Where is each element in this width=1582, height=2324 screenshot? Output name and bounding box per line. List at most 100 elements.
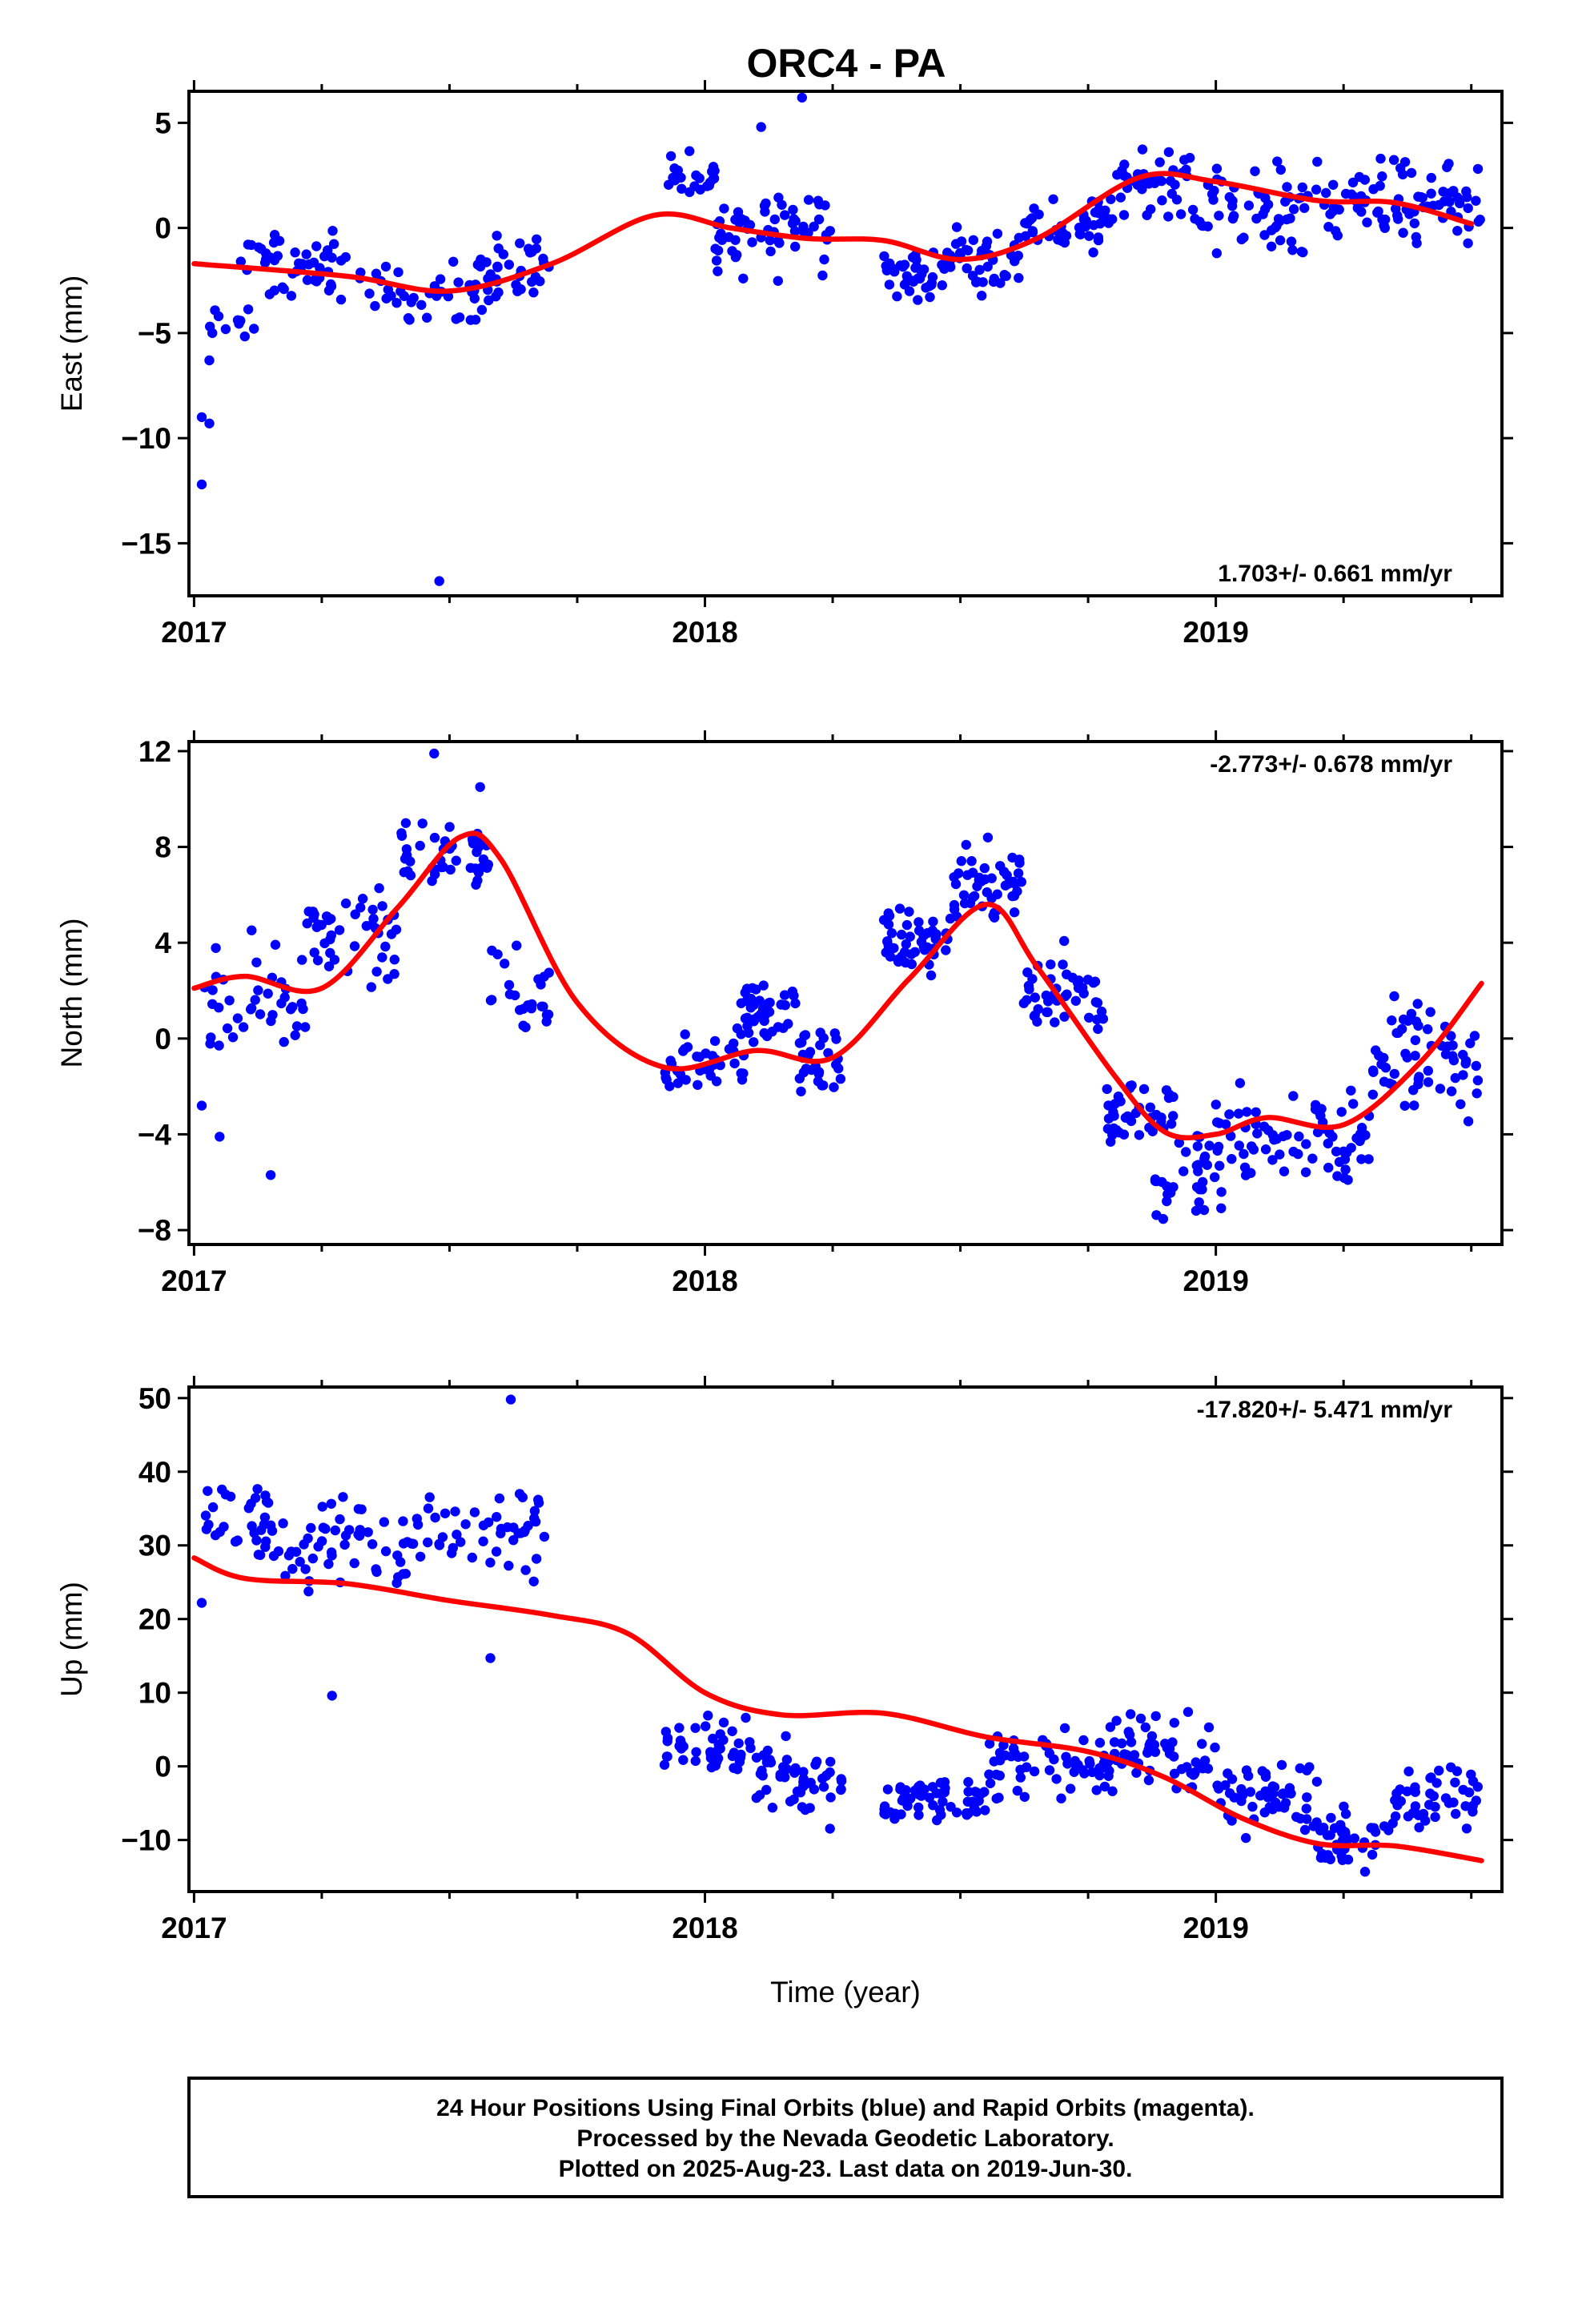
data-point: [709, 1035, 721, 1047]
data-point: [430, 1512, 440, 1523]
data-point: [294, 258, 304, 268]
data-point: [1414, 1822, 1424, 1833]
data-point: [247, 1521, 257, 1531]
data-point: [1452, 226, 1463, 236]
data-point: [1410, 1035, 1421, 1046]
data-point: [406, 297, 416, 308]
data-point: [820, 200, 830, 211]
data-point: [798, 1774, 809, 1784]
data-point: [1236, 234, 1247, 245]
data-point: [1472, 163, 1484, 175]
data-point: [1190, 1767, 1200, 1778]
data-point: [374, 883, 384, 894]
data-point: [685, 146, 695, 156]
data-point: [1285, 213, 1295, 223]
data-point: [1043, 996, 1054, 1007]
data-point: [1167, 1737, 1178, 1747]
data-point: [1106, 194, 1116, 204]
data-point: [742, 1012, 753, 1023]
data-point: [1339, 1801, 1349, 1811]
data-point: [1210, 1172, 1220, 1183]
data-point: [1311, 1776, 1323, 1787]
data-point: [1403, 1766, 1414, 1777]
data-point: [1331, 1146, 1342, 1157]
data-point: [320, 1523, 331, 1534]
data-point: [825, 1823, 835, 1834]
data-point: [736, 998, 746, 1008]
data-point: [383, 974, 393, 984]
y-axis-label: Up (mm): [55, 1582, 88, 1697]
data-point: [879, 1808, 889, 1819]
data-point: [781, 1755, 793, 1765]
data-point: [1116, 1738, 1127, 1749]
data-point: [299, 1539, 309, 1550]
data-point: [829, 1082, 839, 1092]
data-point: [785, 1796, 796, 1807]
data-point: [1267, 1155, 1278, 1165]
data-point: [754, 995, 765, 1006]
data-point: [885, 258, 895, 269]
data-point: [326, 279, 336, 290]
data-point: [913, 925, 925, 936]
data-point: [1138, 1084, 1150, 1095]
data-point: [961, 839, 972, 850]
data-point: [371, 268, 382, 279]
data-point: [1093, 1023, 1103, 1035]
data-point: [1298, 247, 1308, 258]
data-point: [1426, 188, 1436, 199]
data-point: [1118, 210, 1130, 220]
data-point: [968, 235, 979, 245]
data-point: [238, 1022, 249, 1032]
data-point: [1226, 1131, 1236, 1141]
y-tick-label: −10: [121, 1824, 171, 1857]
data-point: [1435, 1084, 1446, 1094]
data-point: [1389, 991, 1399, 1002]
data-point: [1463, 1116, 1474, 1127]
data-point: [1105, 1722, 1116, 1732]
data-point: [1046, 959, 1056, 970]
data-point: [222, 1023, 233, 1034]
data-point: [472, 846, 482, 858]
data-point: [1234, 1140, 1245, 1151]
data-point: [773, 275, 783, 286]
data-point: [1423, 1024, 1433, 1035]
data-point: [758, 980, 769, 991]
data-point: [1251, 1107, 1261, 1118]
data-point: [913, 1782, 924, 1792]
data-point: [1440, 1793, 1452, 1803]
data-point: [1278, 1788, 1288, 1799]
data-point: [1029, 1766, 1040, 1777]
data-point: [303, 1586, 314, 1597]
data-point: [951, 1807, 962, 1818]
data-point: [928, 1800, 938, 1811]
data-point: [393, 267, 404, 278]
data-point: [989, 273, 1000, 284]
data-point: [1383, 1825, 1394, 1835]
data-point: [1143, 1775, 1154, 1786]
data-point: [435, 274, 446, 284]
data-point: [1220, 1119, 1231, 1130]
data-point: [396, 828, 407, 838]
data-point: [225, 1491, 236, 1502]
data-point: [991, 1769, 1002, 1780]
data-point: [301, 249, 311, 259]
data-point: [1168, 1111, 1178, 1121]
data-point: [1087, 1767, 1098, 1778]
data-point: [701, 1721, 711, 1731]
data-point: [1210, 1742, 1220, 1753]
data-point: [243, 239, 254, 250]
data-point: [1059, 1011, 1070, 1022]
data-point: [718, 1735, 729, 1745]
y-tick-label: 4: [155, 927, 171, 959]
data-point: [806, 1064, 817, 1076]
data-point: [1260, 1144, 1271, 1155]
footer-line-1: 24 Hour Positions Using Final Orbits (bl…: [436, 2095, 1255, 2121]
data-point: [543, 1009, 554, 1020]
data-point: [371, 1566, 382, 1578]
data-point: [423, 1503, 434, 1514]
data-point: [1396, 1023, 1407, 1035]
data-point: [1463, 238, 1473, 248]
data-point: [974, 875, 985, 886]
data-point: [1078, 214, 1090, 225]
data-point: [965, 898, 976, 909]
